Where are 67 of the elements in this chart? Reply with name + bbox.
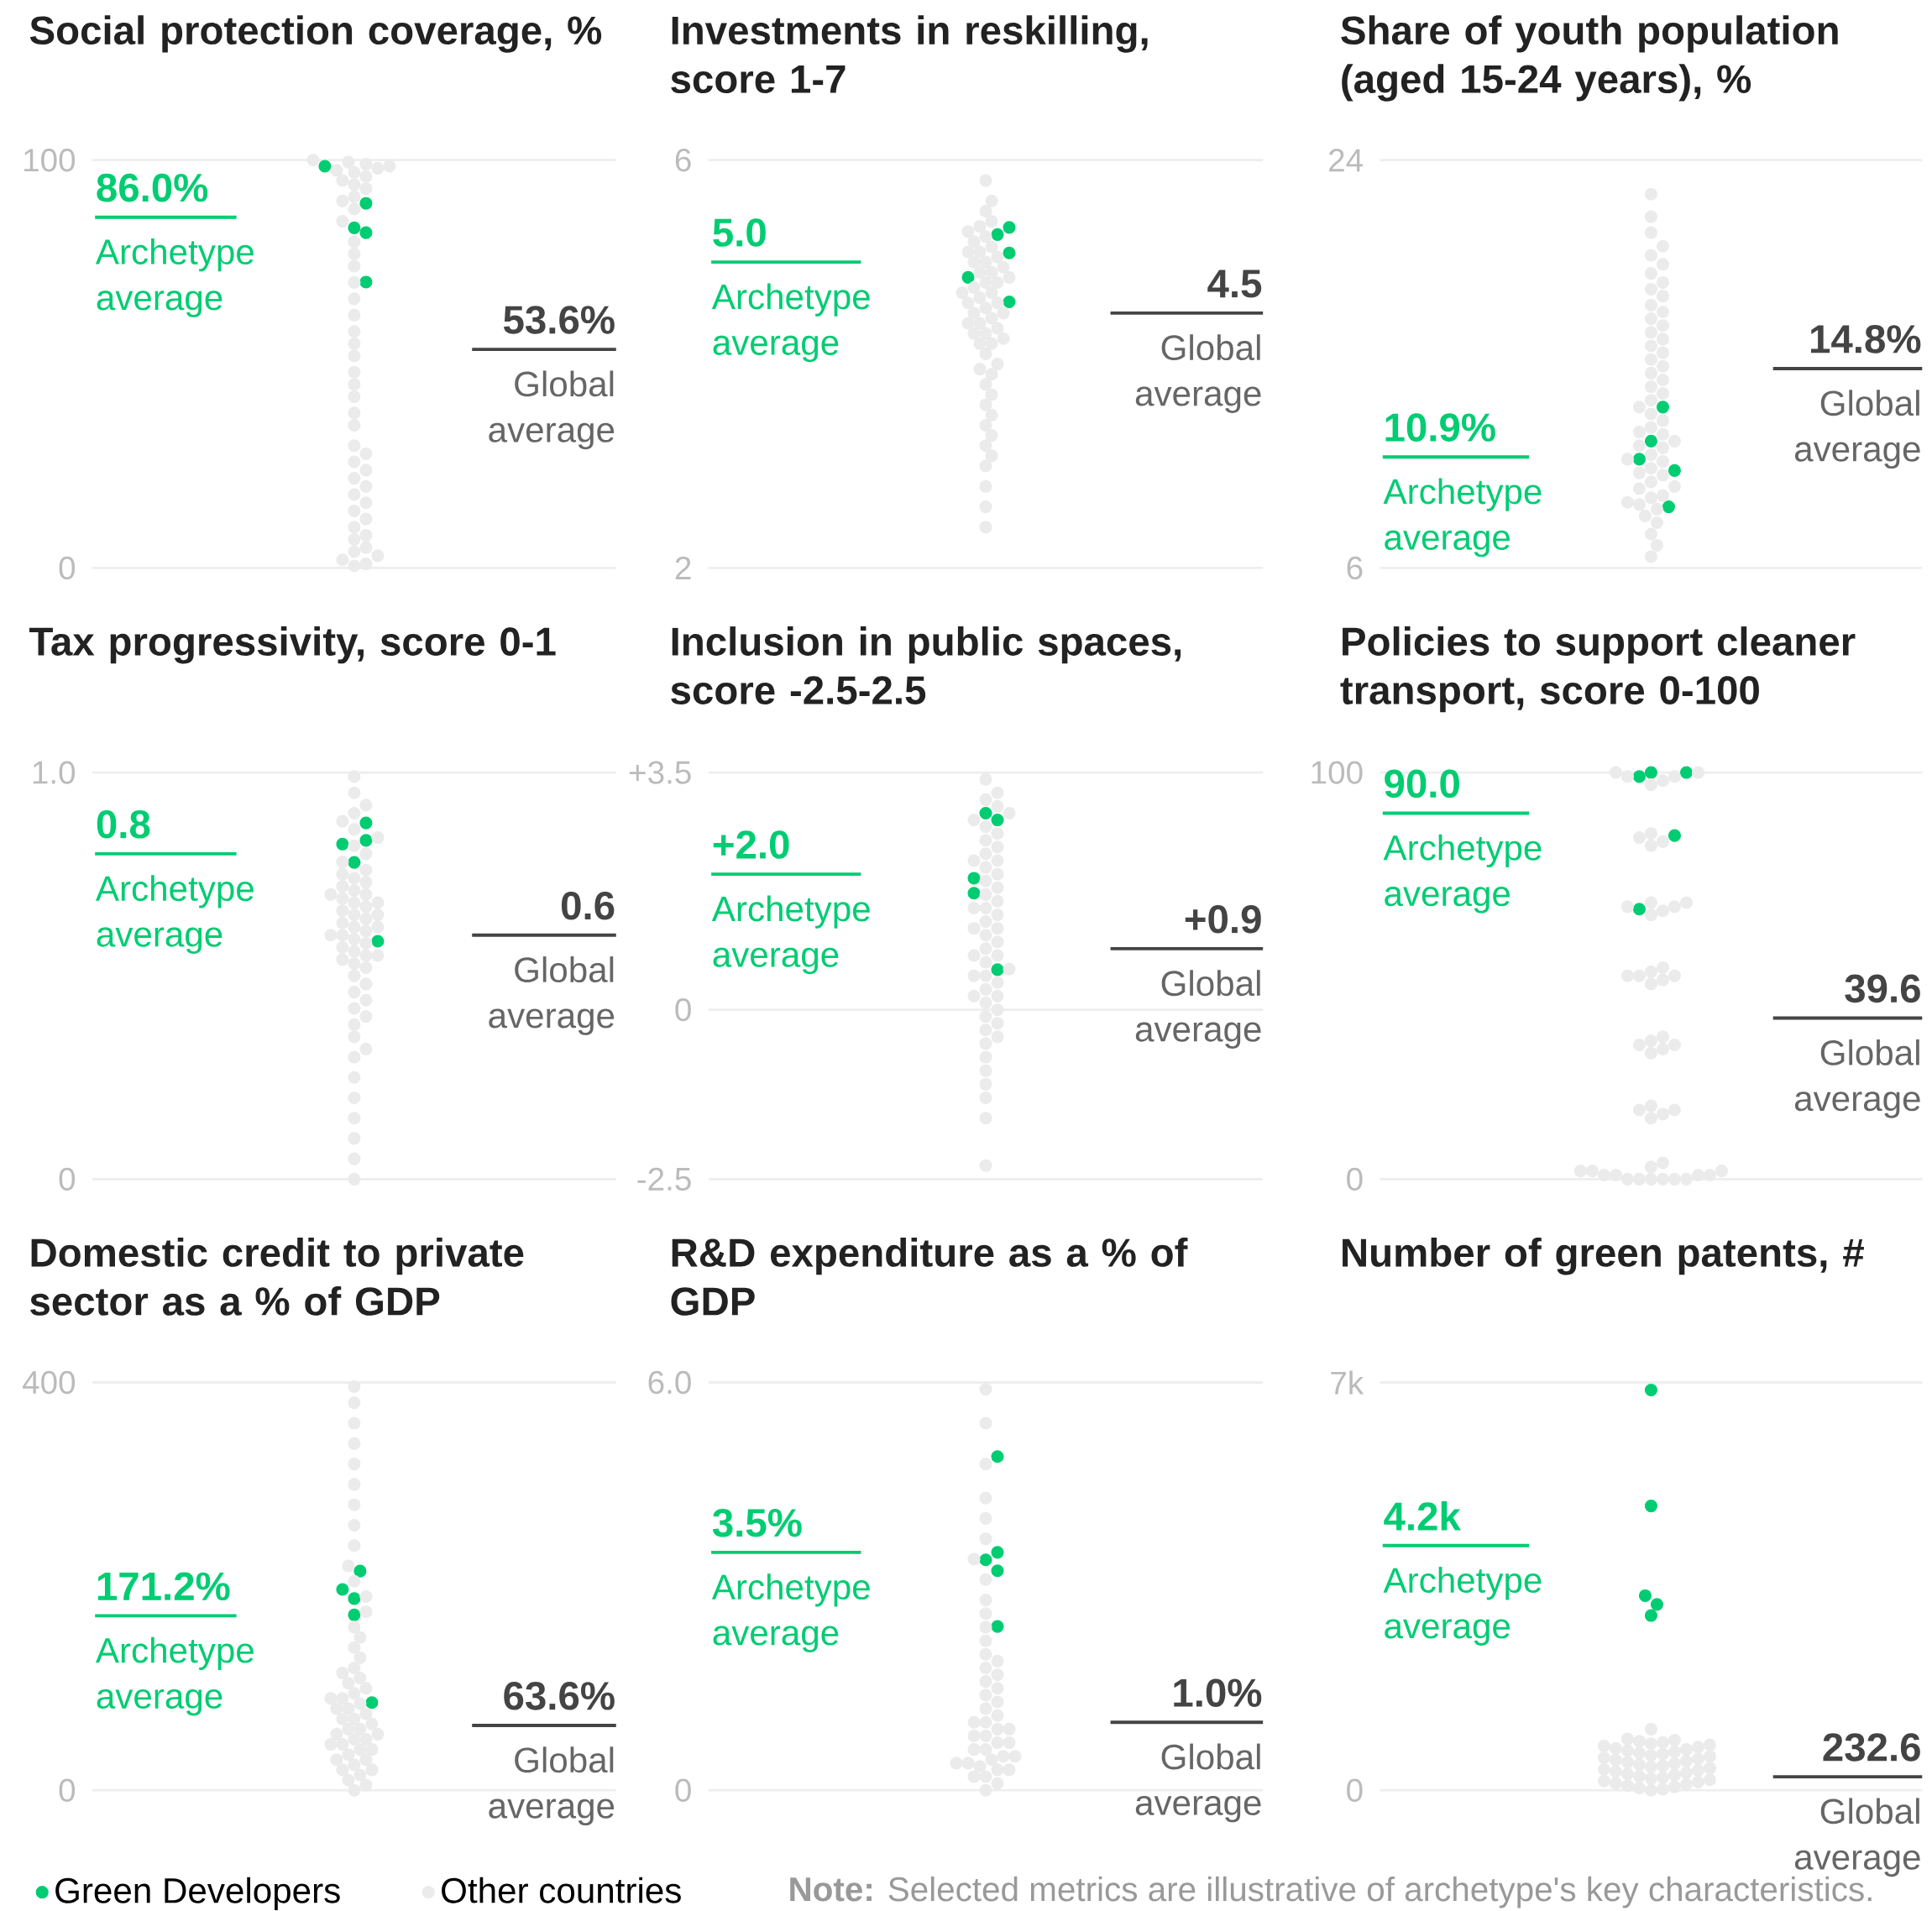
y-tick-label: 6.0 — [648, 1370, 691, 1395]
ref-line-label: 39.6 — [1845, 974, 1920, 1003]
y-tick-label: 7k — [1331, 1370, 1364, 1395]
y-tick-label: 0 — [1347, 1167, 1363, 1191]
y-tick-label: +3.5 — [629, 761, 691, 784]
ref-line-label: +2.0 — [713, 830, 789, 859]
legend-label: Green Developers — [55, 1877, 340, 1911]
annotation: Global average — [1794, 1039, 1920, 1118]
chart-title: Share of youth population (aged 15-24 years), % — [1341, 15, 1838, 102]
annotation: Archetype average — [1383, 1567, 1542, 1646]
ref-line-label: 14.8% — [1811, 325, 1921, 353]
annotation: Global average — [489, 1746, 615, 1826]
annotation: Global average — [1135, 1743, 1261, 1823]
chart-title: Policies to support cleaner transport, score 0-100 — [1340, 626, 1856, 713]
y-tick-label: 0 — [59, 556, 76, 580]
ref-line-label: 232.6 — [1823, 1733, 1920, 1762]
chart-title: Tax progressivity, score 0-1 — [29, 626, 556, 664]
annotation: Global average — [1135, 334, 1261, 413]
y-tick-label: 6 — [675, 149, 691, 172]
ref-line-label: 90.0 — [1385, 769, 1459, 798]
ref-line-label: 3.5% — [712, 1508, 802, 1537]
y-tick-label: 100 — [24, 149, 76, 172]
ref-line-label: 4.5 — [1207, 270, 1262, 298]
y-tick-label: 0 — [675, 1778, 691, 1802]
chart-title: Domestic credit to private sector as a % of GDP — [30, 1237, 524, 1316]
chart-title: Social protection coverage, % — [29, 15, 602, 53]
y-tick-label: 1.0 — [33, 761, 76, 784]
annotation: Archetype average — [95, 1636, 254, 1716]
ref-line-label: 171.2% — [97, 1572, 230, 1601]
y-tick-label: -2.5 — [637, 1167, 691, 1191]
y-tick-label: 0 — [675, 997, 691, 1022]
annotation: Archetype average — [711, 1573, 870, 1652]
y-tick-label: 400 — [22, 1370, 76, 1395]
annotation: Global average — [1135, 970, 1261, 1050]
annotation: Global average — [489, 370, 615, 450]
chart-title: Investments in reskilling, score 1-7 — [671, 15, 1148, 94]
annotation: Global average — [1794, 390, 1920, 469]
chart-title: Inclusion in public spaces, score -2.5-2.5 — [671, 626, 1181, 704]
annotation: Archetype average — [95, 875, 254, 955]
ref-line-label: 53.6% — [503, 306, 615, 334]
y-tick-label: 6 — [1347, 556, 1363, 580]
ref-line-label: 1.0% — [1174, 1678, 1262, 1707]
ref-line-label: 86.0% — [97, 173, 208, 202]
annotation: Archetype average — [1383, 478, 1542, 558]
annotation: Archetype average — [711, 895, 870, 975]
ref-line-label: 5.0 — [713, 218, 766, 247]
y-tick-label: 0 — [1347, 1778, 1363, 1802]
ref-line-label: 0.8 — [97, 810, 150, 839]
ref-line-label: 4.2k — [1384, 1501, 1461, 1531]
y-tick-label: 0 — [59, 1167, 76, 1191]
y-tick-label: 24 — [1329, 149, 1363, 172]
annotation: Archetype average — [95, 238, 254, 317]
chart-title: Number of green patents, # — [1343, 1237, 1864, 1275]
text: Note: Selected metrics are illustrative of archetype's key characteristics. — [790, 1876, 1872, 1908]
y-tick-label: 100 — [1312, 761, 1363, 784]
ref-line-label: 63.6% — [504, 1682, 615, 1710]
annotation: Archetype average — [711, 283, 870, 363]
annotation: Global average — [1794, 1798, 1920, 1877]
y-tick-label: 0 — [59, 1778, 76, 1802]
legend-label: Other countries — [442, 1877, 681, 1903]
ref-line-label: +0.9 — [1185, 905, 1261, 934]
y-tick-label: 2 — [675, 556, 691, 579]
annotation: Archetype average — [1383, 834, 1542, 914]
ref-line-label: 0.6 — [561, 891, 615, 920]
ref-line-label: 10.9% — [1385, 413, 1495, 442]
chart-title: R&D expenditure as a % of GDP — [671, 1237, 1188, 1316]
annotation: Global average — [489, 956, 615, 1035]
